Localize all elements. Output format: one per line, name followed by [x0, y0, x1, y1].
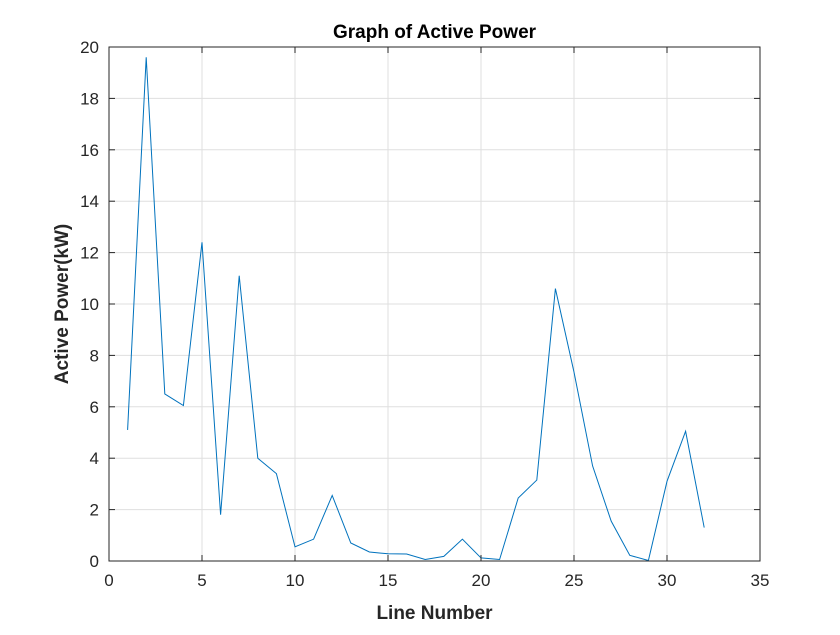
x-tick-label: 30 — [658, 571, 677, 590]
x-axis-title: Line Number — [376, 603, 493, 624]
x-tick-label: 5 — [197, 571, 206, 590]
y-tick-label: 6 — [90, 398, 99, 417]
x-tick-label: 25 — [565, 571, 584, 590]
x-tick-label: 0 — [104, 571, 113, 590]
x-tick-label: 15 — [379, 571, 398, 590]
y-tick-label: 16 — [80, 141, 99, 160]
axis-ticks — [108, 46, 761, 562]
y-tick-labels: 0 2 4 6 8 10 12 14 16 18 20 — [80, 38, 99, 571]
x-tick-labels: 0 5 10 15 20 25 30 35 — [104, 571, 769, 590]
x-tick-label: 10 — [286, 571, 305, 590]
y-tick-label: 4 — [90, 449, 99, 468]
x-tick-label: 35 — [751, 571, 770, 590]
y-tick-label: 8 — [90, 346, 99, 365]
active-power-series-line — [127, 57, 705, 562]
y-axis-title: Active Power(kW) — [52, 224, 73, 384]
y-tick-label: 18 — [80, 89, 99, 108]
chart-title: Graph of Active Power — [333, 22, 537, 43]
y-tick-label: 20 — [80, 38, 99, 57]
y-tick-label: 0 — [90, 552, 99, 571]
y-tick-label: 10 — [80, 295, 99, 314]
y-tick-label: 12 — [80, 244, 99, 263]
x-tick-label: 20 — [472, 571, 491, 590]
y-tick-label: 2 — [90, 501, 99, 520]
y-tick-label: 14 — [80, 192, 99, 211]
